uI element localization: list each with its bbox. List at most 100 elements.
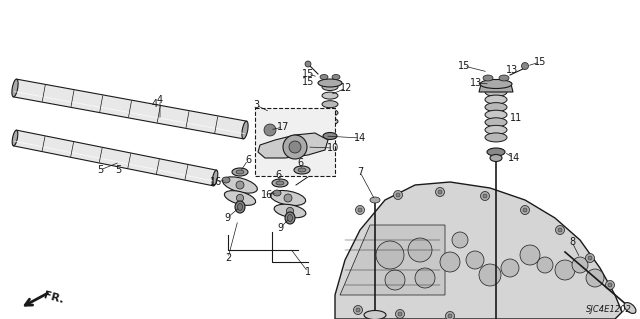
Circle shape — [264, 124, 276, 136]
Text: 9: 9 — [224, 213, 230, 223]
Circle shape — [236, 181, 244, 189]
Circle shape — [586, 254, 595, 263]
Circle shape — [586, 269, 604, 287]
Polygon shape — [224, 191, 255, 205]
Ellipse shape — [487, 148, 505, 156]
Ellipse shape — [483, 75, 493, 81]
Circle shape — [287, 207, 294, 215]
Circle shape — [236, 194, 244, 202]
Text: 9: 9 — [277, 223, 283, 233]
Circle shape — [435, 188, 445, 197]
Ellipse shape — [485, 87, 507, 97]
Polygon shape — [335, 182, 622, 319]
Circle shape — [520, 245, 540, 265]
Polygon shape — [13, 79, 246, 139]
Circle shape — [415, 268, 435, 288]
Ellipse shape — [322, 92, 338, 99]
Circle shape — [522, 63, 529, 70]
Ellipse shape — [294, 166, 310, 174]
Circle shape — [376, 241, 404, 269]
Circle shape — [438, 190, 442, 194]
Ellipse shape — [370, 197, 380, 203]
Ellipse shape — [485, 118, 507, 127]
Circle shape — [605, 280, 614, 290]
Text: 16: 16 — [261, 190, 273, 200]
Ellipse shape — [276, 181, 284, 185]
Ellipse shape — [320, 75, 328, 79]
Polygon shape — [340, 225, 445, 295]
Ellipse shape — [12, 130, 18, 146]
Ellipse shape — [480, 79, 512, 88]
Text: 17: 17 — [277, 122, 289, 132]
Text: 12: 12 — [340, 83, 352, 93]
Circle shape — [396, 309, 404, 318]
Circle shape — [537, 257, 553, 273]
Circle shape — [479, 264, 501, 286]
Circle shape — [440, 252, 460, 272]
Circle shape — [408, 238, 432, 262]
Circle shape — [481, 191, 490, 201]
Ellipse shape — [235, 201, 245, 213]
Text: 13: 13 — [506, 65, 518, 75]
Ellipse shape — [322, 101, 338, 108]
Text: FR.: FR. — [42, 291, 65, 306]
Circle shape — [448, 314, 452, 318]
Ellipse shape — [287, 214, 292, 221]
Ellipse shape — [236, 170, 244, 174]
Text: 5: 5 — [97, 165, 103, 175]
Circle shape — [445, 311, 454, 319]
Circle shape — [284, 194, 292, 202]
Text: 13: 13 — [470, 78, 482, 88]
Text: 15: 15 — [534, 57, 546, 67]
Circle shape — [398, 312, 402, 316]
Text: 4: 4 — [157, 95, 163, 105]
Text: 4: 4 — [152, 99, 158, 109]
Text: 15: 15 — [302, 69, 314, 79]
Circle shape — [289, 141, 301, 153]
Text: 6: 6 — [275, 170, 281, 180]
Ellipse shape — [272, 179, 288, 187]
Ellipse shape — [485, 95, 507, 104]
Ellipse shape — [323, 132, 337, 139]
Ellipse shape — [212, 170, 218, 186]
Circle shape — [556, 226, 564, 234]
Text: 7: 7 — [357, 167, 363, 177]
Circle shape — [558, 228, 562, 232]
Text: 15: 15 — [302, 77, 314, 87]
Ellipse shape — [485, 125, 507, 134]
Text: 11: 11 — [510, 113, 522, 123]
Text: 14: 14 — [508, 153, 520, 163]
Circle shape — [356, 308, 360, 312]
Circle shape — [572, 257, 588, 273]
Ellipse shape — [318, 79, 342, 87]
Circle shape — [358, 208, 362, 212]
Ellipse shape — [485, 103, 507, 112]
Polygon shape — [223, 177, 257, 193]
Circle shape — [555, 260, 575, 280]
Circle shape — [608, 283, 612, 287]
Text: 3: 3 — [253, 100, 259, 110]
Ellipse shape — [237, 204, 243, 211]
Ellipse shape — [12, 79, 18, 97]
Circle shape — [520, 205, 529, 214]
Circle shape — [385, 270, 405, 290]
FancyBboxPatch shape — [255, 108, 335, 176]
Text: 8: 8 — [569, 237, 575, 247]
Circle shape — [523, 208, 527, 212]
Ellipse shape — [273, 190, 281, 196]
Circle shape — [353, 306, 362, 315]
Circle shape — [394, 190, 403, 199]
Ellipse shape — [624, 302, 636, 314]
Ellipse shape — [322, 84, 338, 91]
Ellipse shape — [322, 109, 338, 116]
Polygon shape — [270, 190, 306, 205]
Ellipse shape — [485, 133, 507, 142]
Text: 14: 14 — [354, 133, 366, 143]
Polygon shape — [13, 130, 216, 186]
Circle shape — [588, 256, 592, 260]
Polygon shape — [258, 133, 328, 158]
Ellipse shape — [485, 110, 507, 119]
Circle shape — [396, 193, 400, 197]
Text: 1: 1 — [305, 267, 311, 277]
Text: 5: 5 — [115, 165, 121, 175]
